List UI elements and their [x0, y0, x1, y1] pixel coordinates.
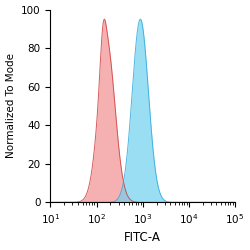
X-axis label: FITC-A: FITC-A [124, 232, 161, 244]
Y-axis label: Normalized To Mode: Normalized To Mode [6, 54, 16, 158]
